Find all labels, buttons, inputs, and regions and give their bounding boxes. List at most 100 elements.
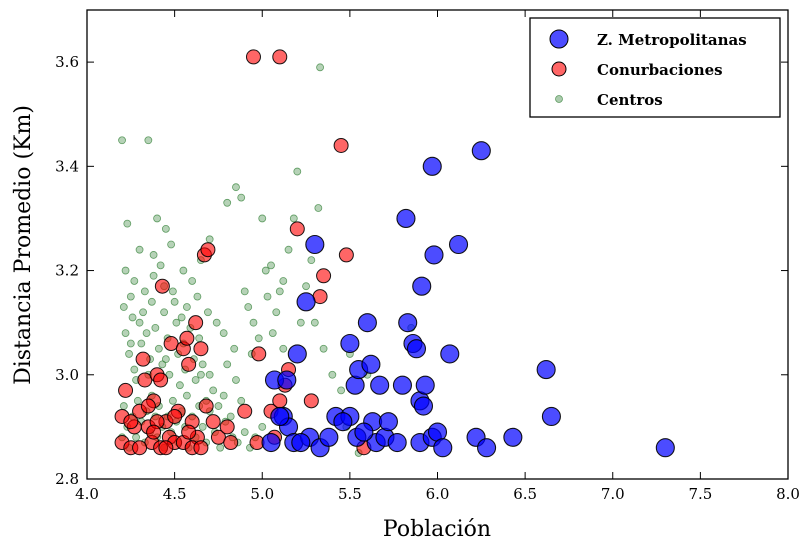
point-conurbaciones [333,137,349,153]
point-centros [177,313,186,322]
point-centros [139,308,147,317]
legend-label-metropolitanas: Z. Metropolitanas [597,31,747,49]
point-centros [137,339,146,348]
point-centros [268,329,277,337]
point-z-metropolitanas [477,438,497,458]
point-centros [154,344,163,353]
point-z-metropolitanas [541,406,561,427]
point-z-metropolitanas [387,432,407,453]
point-centros [168,287,177,296]
point-z-metropolitanas [422,156,442,176]
point-conurbaciones [272,49,288,65]
point-z-metropolitanas [378,412,398,432]
point-centros [219,329,228,337]
point-z-metropolitanas [396,208,416,228]
x-axis-label: Población [383,517,491,542]
point-centros [302,282,310,291]
legend-label-centros: Centros [597,91,663,109]
point-centros [121,329,130,337]
point-centros [289,214,298,223]
point-centros [279,344,288,353]
point-conurbaciones [118,382,134,398]
point-centros [140,287,149,296]
point-z-metropolitanas [370,375,390,395]
point-centros [279,277,288,285]
point-centros [172,318,181,327]
point-conurbaciones [132,440,148,456]
point-centros [258,214,267,223]
point-z-metropolitanas [471,141,491,161]
point-centros [205,235,214,244]
point-z-metropolitanas [287,344,307,364]
point-centros [314,204,323,212]
point-centros [119,303,128,311]
y-tick-label: 3.0 [55,366,79,384]
legend-marker-centros [555,95,563,103]
point-centros [151,323,160,332]
point-conurbaciones [245,49,261,65]
x-tick-label: 7.5 [688,485,712,503]
point-centros [293,167,302,176]
legend-marker-conurbaciones [551,61,567,77]
point-conurbaciones [272,393,288,409]
point-centros [128,313,137,322]
y-tick-label: 2.8 [55,470,79,488]
point-z-metropolitanas [392,375,413,395]
point-centros [232,183,240,192]
point-centros [263,292,272,301]
point-centros [156,261,165,270]
point-conurbaciones [219,419,235,435]
point-centros [126,292,135,301]
point-centros [193,292,202,301]
point-conurbaciones [179,330,195,346]
point-centros [219,391,228,400]
point-centros [198,360,207,369]
point-z-metropolitanas [361,354,381,374]
point-z-metropolitanas [448,234,469,255]
point-centros [175,381,184,390]
point-z-metropolitanas [305,234,325,255]
legend: Z. Metropolitanas Conurbaciones Centros [529,17,781,118]
point-centros [153,214,162,223]
x-tick-label: 8.0 [776,485,800,503]
point-conurbaciones [181,356,197,372]
point-z-metropolitanas [345,375,365,395]
point-centros [310,318,319,327]
point-z-metropolitanas [415,375,435,395]
point-z-metropolitanas [333,412,353,432]
point-centros [191,376,200,384]
point-centros [161,224,170,233]
point-conurbaciones [167,408,183,424]
point-centros [135,245,144,254]
point-centros [144,136,153,145]
point-centros [160,308,169,317]
point-centros [328,370,337,379]
point-centros [149,251,158,259]
point-centros [167,240,176,249]
point-conurbaciones [205,414,221,430]
plot-frame [86,9,789,480]
point-conurbaciones [303,393,319,409]
x-tick-label: 6.0 [426,485,450,503]
point-centros [230,344,239,353]
point-centros [319,344,328,353]
point-z-metropolitanas [424,245,444,265]
point-z-metropolitanas [536,360,556,380]
x-tick-label: 5.5 [338,485,362,503]
point-centros [232,376,240,384]
point-z-metropolitanas [406,339,427,359]
point-centros [188,277,197,285]
point-z-metropolitanas [291,432,311,453]
point-z-metropolitanas [340,333,360,354]
point-conurbaciones [135,351,151,367]
point-centros [135,318,144,327]
x-tick-label: 7.0 [601,485,625,503]
point-centros [226,412,235,421]
point-z-metropolitanas [296,292,316,312]
point-z-metropolitanas [357,313,377,333]
x-tick-label: 6.5 [513,485,537,503]
point-centros [182,303,191,311]
point-centros [147,297,156,306]
point-centros [244,303,253,311]
